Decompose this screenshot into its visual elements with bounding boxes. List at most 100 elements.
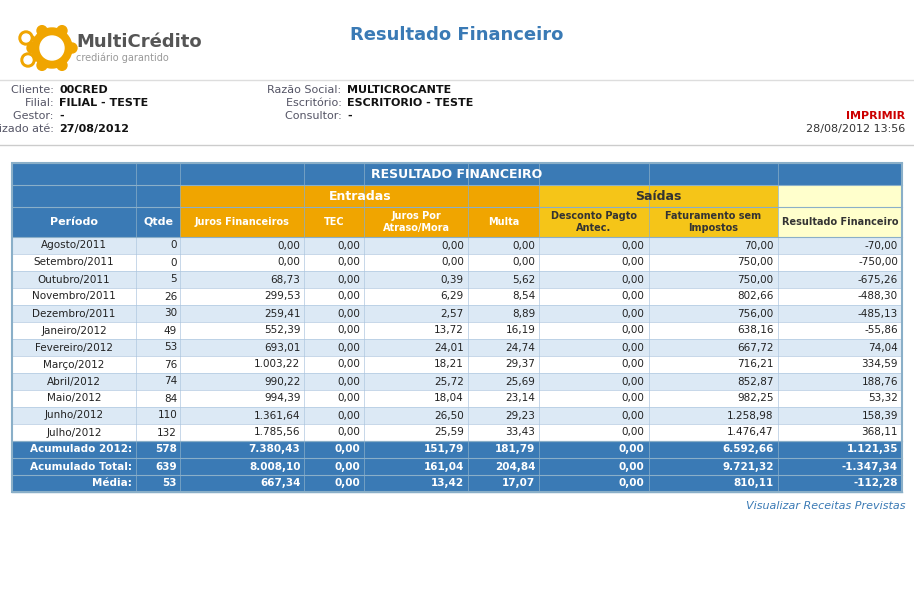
Text: 0,00: 0,00: [622, 241, 644, 250]
Text: 299,53: 299,53: [264, 292, 301, 301]
Text: Consultor:: Consultor:: [285, 111, 345, 121]
Text: 24,01: 24,01: [434, 343, 464, 352]
Text: 25,69: 25,69: [505, 377, 536, 387]
Text: 0,00: 0,00: [622, 292, 644, 301]
Text: 0,00: 0,00: [622, 257, 644, 267]
Bar: [12, 407, 902, 424]
Text: 8.008,10: 8.008,10: [249, 461, 301, 471]
Text: 0,00: 0,00: [619, 445, 644, 454]
Text: 982,25: 982,25: [738, 394, 773, 403]
Bar: [12, 441, 902, 458]
Text: Outubro/2011: Outubro/2011: [37, 275, 111, 285]
Text: 0,00: 0,00: [278, 257, 301, 267]
Text: 0,00: 0,00: [337, 428, 360, 438]
Text: 990,22: 990,22: [264, 377, 301, 387]
Text: 0,00: 0,00: [278, 241, 301, 250]
Text: 750,00: 750,00: [738, 257, 773, 267]
Circle shape: [57, 25, 67, 36]
Text: 0,00: 0,00: [622, 308, 644, 318]
Bar: [12, 305, 902, 322]
Text: 0,00: 0,00: [622, 410, 644, 420]
Bar: [12, 322, 902, 339]
Bar: [0, 0, 914, 155]
Text: 1.003,22: 1.003,22: [254, 359, 301, 369]
Text: Março/2012: Março/2012: [44, 359, 105, 369]
Text: 68,73: 68,73: [271, 275, 301, 285]
Text: 0,00: 0,00: [513, 241, 536, 250]
Text: 693,01: 693,01: [264, 343, 301, 352]
Text: 70,00: 70,00: [744, 241, 773, 250]
Text: 0,00: 0,00: [622, 326, 644, 336]
Bar: [12, 163, 902, 492]
Text: Resultado Financeiro: Resultado Financeiro: [350, 26, 564, 44]
Bar: [539, 185, 778, 207]
Bar: [12, 271, 902, 288]
Bar: [468, 207, 539, 237]
Bar: [365, 207, 468, 237]
Text: 6.592,66: 6.592,66: [722, 445, 773, 454]
Text: 638,16: 638,16: [738, 326, 773, 336]
Text: 2,57: 2,57: [441, 308, 464, 318]
Text: 13,72: 13,72: [434, 326, 464, 336]
Text: 0,00: 0,00: [622, 275, 644, 285]
Text: MULTICROCANTE: MULTICROCANTE: [347, 85, 452, 95]
Text: 26,50: 26,50: [434, 410, 464, 420]
Text: 17,07: 17,07: [502, 479, 536, 489]
Text: Escritório:: Escritório:: [285, 98, 345, 108]
Text: Entradas: Entradas: [328, 190, 391, 202]
Text: -: -: [347, 111, 352, 121]
Text: Acumulado Total:: Acumulado Total:: [30, 461, 133, 471]
Text: 0,00: 0,00: [441, 241, 464, 250]
Text: 0,00: 0,00: [622, 343, 644, 352]
Text: 33,43: 33,43: [505, 428, 536, 438]
Text: 552,39: 552,39: [264, 326, 301, 336]
Text: 18,21: 18,21: [434, 359, 464, 369]
Text: RESULTADO FINANCEIRO: RESULTADO FINANCEIRO: [371, 167, 543, 180]
Text: FILIAL - TESTE: FILIAL - TESTE: [59, 98, 148, 108]
Circle shape: [37, 60, 47, 71]
Text: Gestor:: Gestor:: [13, 111, 57, 121]
Text: Fevereiro/2012: Fevereiro/2012: [35, 343, 113, 352]
Text: 368,11: 368,11: [862, 428, 898, 438]
Text: IMPRIMIR: IMPRIMIR: [845, 111, 905, 121]
Text: 5: 5: [171, 275, 177, 285]
Text: 0,00: 0,00: [335, 479, 360, 489]
Bar: [12, 390, 902, 407]
Text: Novembro/2011: Novembro/2011: [32, 292, 116, 301]
Text: 26: 26: [164, 292, 177, 301]
Text: MultiCrédito: MultiCrédito: [76, 33, 202, 51]
Bar: [12, 475, 902, 492]
Text: 158,39: 158,39: [862, 410, 898, 420]
Text: Junho/2012: Junho/2012: [45, 410, 103, 420]
Text: 716,21: 716,21: [738, 359, 773, 369]
Text: 181,79: 181,79: [495, 445, 536, 454]
Text: 667,72: 667,72: [738, 343, 773, 352]
Text: 25,72: 25,72: [434, 377, 464, 387]
Bar: [12, 163, 902, 185]
Text: 53: 53: [164, 343, 177, 352]
Text: 0,00: 0,00: [513, 257, 536, 267]
Text: 0: 0: [171, 257, 177, 267]
Text: TEC: TEC: [324, 217, 345, 227]
Bar: [12, 288, 902, 305]
Text: 0,00: 0,00: [337, 410, 360, 420]
Text: 0,00: 0,00: [622, 377, 644, 387]
Text: 639: 639: [155, 461, 177, 471]
Bar: [539, 207, 649, 237]
Text: 0,00: 0,00: [337, 308, 360, 318]
Text: 334,59: 334,59: [862, 359, 898, 369]
Circle shape: [27, 43, 37, 53]
Text: Média:: Média:: [92, 479, 133, 489]
Text: 0,00: 0,00: [337, 292, 360, 301]
Text: 0: 0: [171, 241, 177, 250]
Text: 0,00: 0,00: [337, 241, 360, 250]
Text: 53: 53: [163, 479, 177, 489]
Text: 49: 49: [164, 326, 177, 336]
Text: Saídas: Saídas: [635, 190, 682, 202]
Text: crediário garantido: crediário garantido: [76, 53, 169, 63]
Text: 578: 578: [155, 445, 177, 454]
Text: Julho/2012: Julho/2012: [47, 428, 102, 438]
Bar: [778, 207, 902, 237]
Text: Setembro/2011: Setembro/2011: [34, 257, 114, 267]
Circle shape: [19, 31, 33, 45]
